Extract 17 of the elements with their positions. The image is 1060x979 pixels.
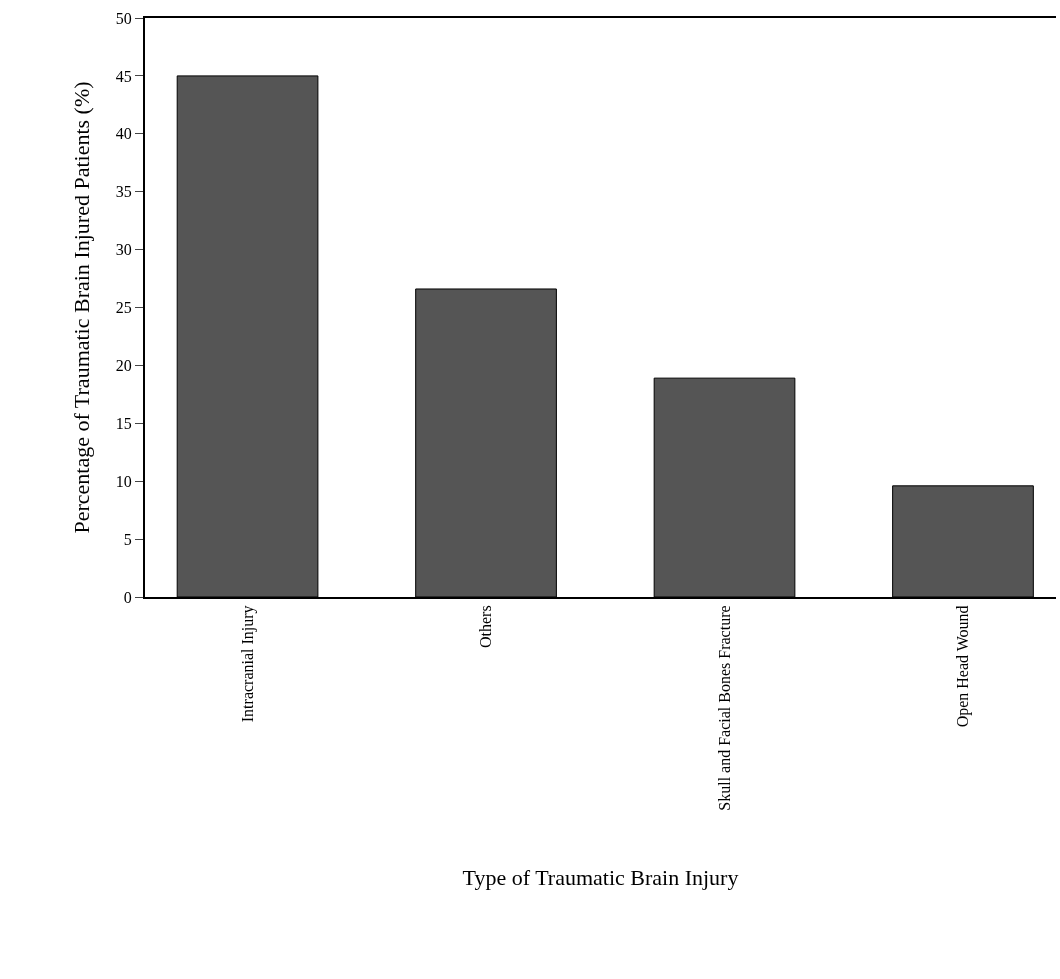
x-tick-label: Skull and Facial Bones Fracture <box>715 605 733 811</box>
y-tick-label: 30 <box>115 241 132 259</box>
x-axis-title: Type of Traumatic Brain Injury <box>462 865 739 891</box>
y-tick-label: 20 <box>115 357 132 374</box>
y-tick-label: 35 <box>115 183 132 201</box>
y-tick-label: 5 <box>123 530 132 548</box>
y-tick-label: 50 <box>115 9 132 27</box>
x-tick-label: Others <box>477 605 495 649</box>
y-tick-label: 10 <box>115 472 132 490</box>
y-tick-label: 40 <box>115 125 132 143</box>
y-tick-label: 45 <box>115 67 132 85</box>
x-tick-label: Open Head Wound <box>954 605 973 728</box>
x-tick-label: Intracranial Injury <box>238 605 257 723</box>
y-tick-label: 25 <box>115 299 132 317</box>
y-tick-label: 0 <box>123 588 132 606</box>
y-axis-title: Percentage of Traumatic Brain Injured Patients (%) <box>69 81 95 534</box>
y-tick-label: 15 <box>115 414 132 432</box>
